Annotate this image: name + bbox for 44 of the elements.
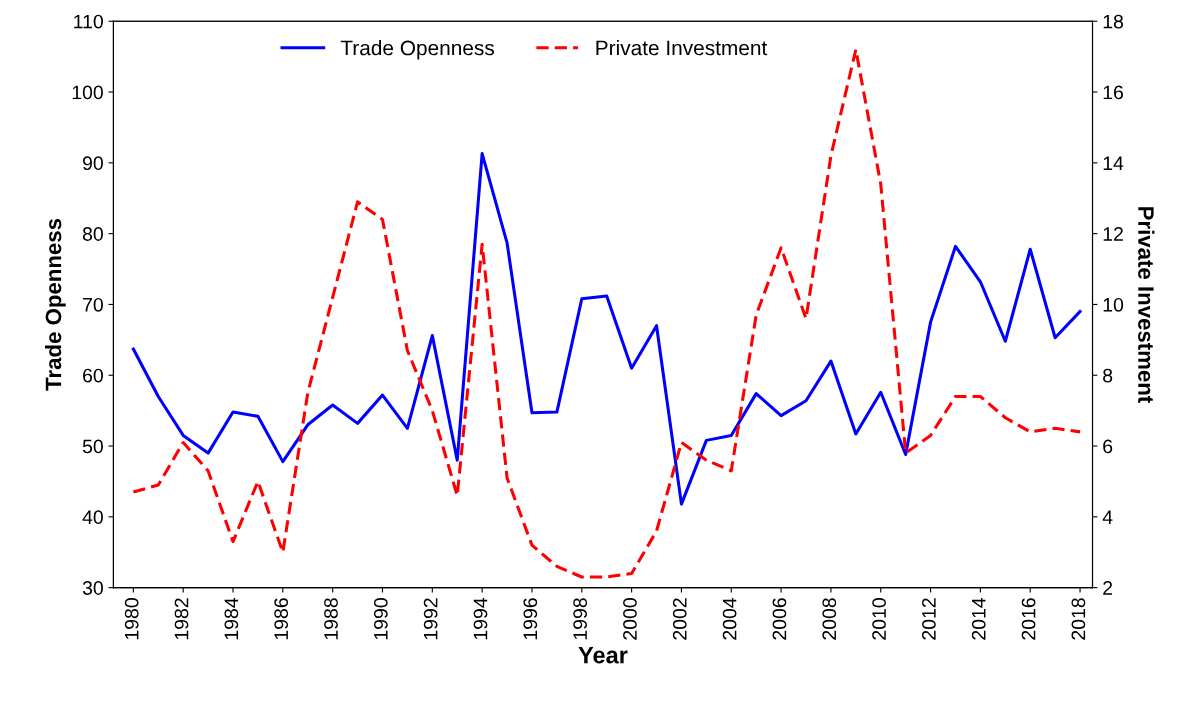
x-tick-label: 1992: [423, 598, 438, 640]
x-tick-label: 1994: [473, 597, 488, 640]
x-tick-label: 1998: [573, 598, 588, 640]
line-series: [131, 152, 1082, 506]
y-tick-label: 110: [74, 14, 103, 29]
y2-axis-title: Private Investment: [1138, 207, 1155, 403]
x-tick-label: 1986: [274, 598, 289, 640]
x-tick-label: 1984: [224, 597, 239, 640]
legend-label: Trade Openness: [340, 39, 495, 60]
y-tick-label: 100: [72, 85, 103, 100]
y-tick-label: 70: [83, 297, 103, 312]
y-tick-label: 50: [82, 439, 103, 454]
y-tick-label: 80: [82, 227, 103, 241]
y2-tick-label: 4: [1102, 510, 1113, 524]
x-tick-label: 1990: [373, 598, 388, 640]
y2-tick-label: 14: [1103, 156, 1124, 170]
y-tick-label: 90: [82, 156, 103, 171]
y-axis-title: Trade Openness: [45, 218, 66, 391]
legend-label: Private Investment: [596, 39, 768, 56]
y-tick-label: 60: [83, 368, 103, 383]
y2-tick-label: 10: [1103, 297, 1124, 312]
x-tick-label: 1982: [174, 598, 189, 640]
x-tick-label: 2010: [872, 598, 886, 640]
x-tick-label: 2002: [672, 598, 687, 640]
y2-tick-label: 16: [1103, 85, 1124, 100]
x-tick-label: 1988: [324, 598, 338, 640]
y2-tick-label: 6: [1103, 439, 1113, 454]
y2-tick-label: 2: [1103, 581, 1113, 595]
x-tick-label: 2008: [822, 598, 837, 640]
x-tick-label: 2018: [1071, 598, 1086, 640]
y-tick-label: 40: [82, 510, 103, 525]
x-tick-label: 2016: [1021, 598, 1036, 640]
x-tick-label: 2014: [971, 597, 986, 640]
y2-tick-label: 18: [1103, 14, 1124, 29]
x-tick-label: 2012: [922, 598, 936, 640]
y-tick-label: 30: [82, 581, 103, 595]
x-tick-label: 2006: [772, 598, 787, 640]
x-tick-label: 1996: [523, 598, 538, 640]
x-tick-label: 2004: [722, 597, 737, 640]
x-axis-title: Year: [578, 647, 628, 664]
y2-tick-label: 12: [1103, 227, 1123, 241]
x-tick-label: 1980: [124, 598, 139, 640]
y2-tick-label: 8: [1103, 368, 1113, 383]
x-tick-label: 2000: [623, 598, 637, 640]
